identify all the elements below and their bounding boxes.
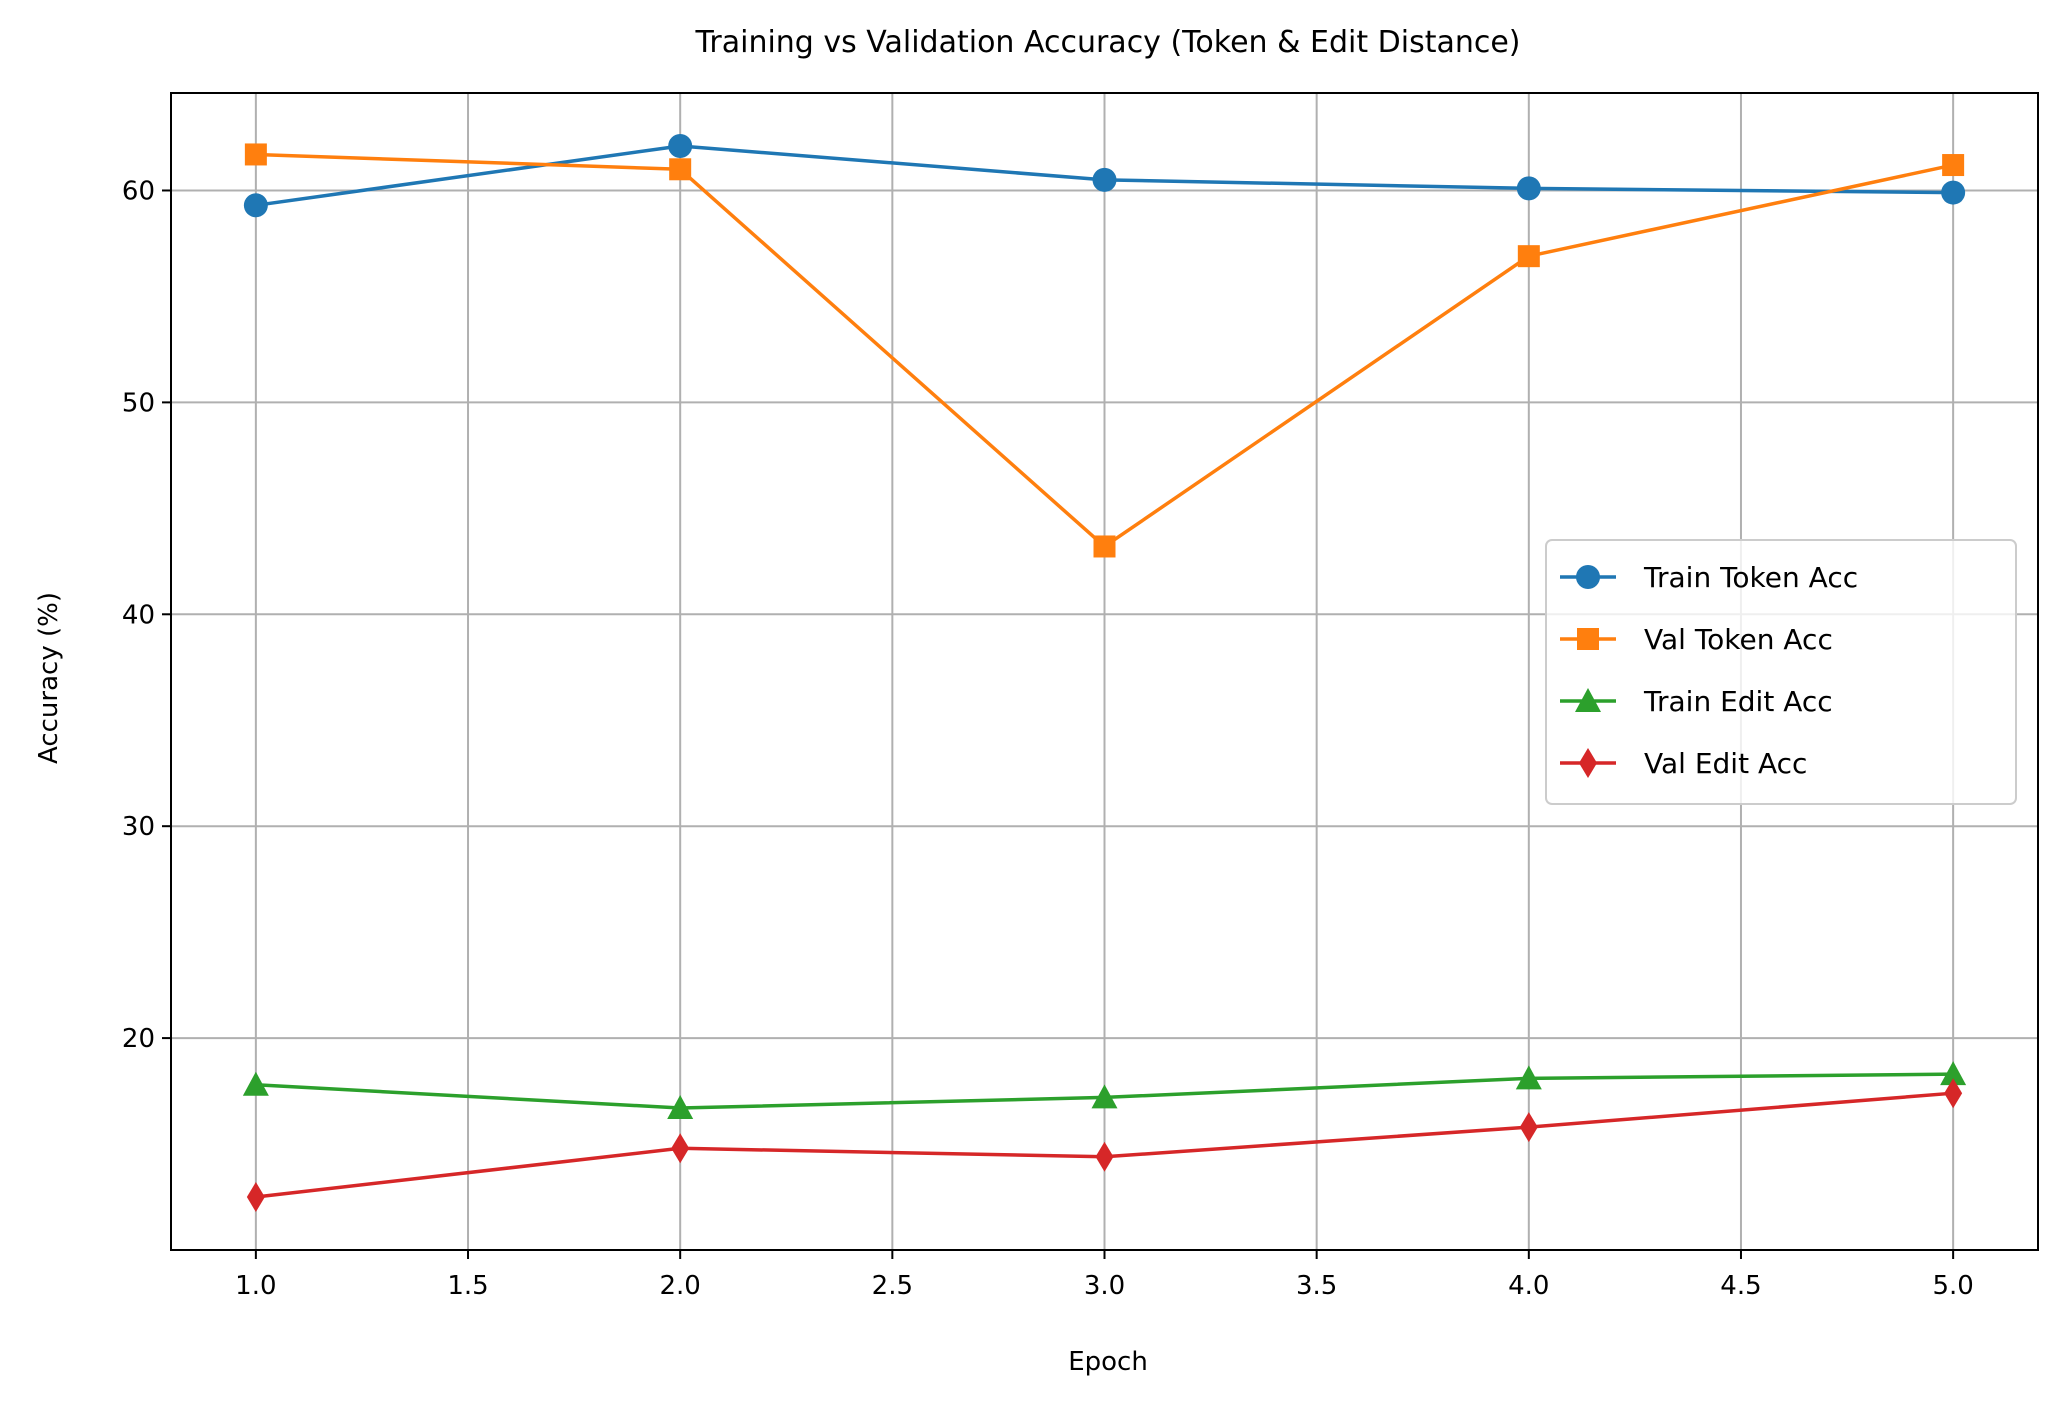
x-tick-label: 3.5 bbox=[1296, 1271, 1337, 1301]
series-train-edit-acc bbox=[242, 1061, 1967, 1120]
y-tick-label: 50 bbox=[122, 388, 155, 418]
x-tick-label: 2.5 bbox=[872, 1271, 913, 1301]
x-tick-label: 1.5 bbox=[447, 1271, 488, 1301]
x-tick-label: 2.0 bbox=[660, 1271, 701, 1301]
series-val-edit-acc bbox=[246, 1078, 1963, 1213]
data-point-val-edit-acc bbox=[1519, 1112, 1538, 1143]
data-point-val-token-acc bbox=[244, 143, 267, 166]
x-tick-label: 4.0 bbox=[1508, 1271, 1549, 1301]
x-tick-label: 4.5 bbox=[1720, 1271, 1761, 1301]
y-tick-label: 40 bbox=[122, 600, 155, 630]
legend-label: Train Edit Acc bbox=[1643, 685, 1833, 718]
data-point-val-edit-acc bbox=[246, 1182, 265, 1213]
chart-title: Training vs Validation Accuracy (Token &… bbox=[694, 25, 1520, 60]
data-point-train-token-acc bbox=[1516, 176, 1541, 201]
series-val-token-acc bbox=[244, 143, 1965, 558]
x-axis-label: Epoch bbox=[1068, 1347, 1148, 1377]
legend-marker bbox=[1575, 688, 1601, 712]
series-train-token-acc bbox=[243, 133, 1966, 218]
data-point-val-token-acc bbox=[669, 158, 692, 181]
y-tick-label: 30 bbox=[122, 812, 155, 842]
data-point-val-token-acc bbox=[1942, 154, 1965, 177]
y-axis-label: Accuracy (%) bbox=[34, 592, 64, 764]
legend-label: Val Edit Acc bbox=[1644, 747, 1807, 780]
data-point-train-token-acc bbox=[1092, 167, 1117, 192]
legend-item-train-edit-acc: Train Edit Acc bbox=[1560, 685, 1833, 718]
legend-label: Val Token Acc bbox=[1644, 623, 1833, 656]
data-point-val-token-acc bbox=[1093, 535, 1116, 558]
data-point-val-edit-acc bbox=[1944, 1078, 1963, 1109]
x-tick-label: 5.0 bbox=[1932, 1271, 1973, 1301]
x-tick-label: 1.0 bbox=[235, 1271, 276, 1301]
data-point-val-edit-acc bbox=[671, 1133, 690, 1164]
data-point-train-token-acc bbox=[243, 193, 268, 218]
data-point-train-token-acc bbox=[1941, 180, 1966, 205]
x-tick-label: 3.0 bbox=[1084, 1271, 1125, 1301]
data-point-val-edit-acc bbox=[1095, 1141, 1114, 1172]
data-point-train-edit-acc bbox=[1940, 1061, 1967, 1086]
legend: Train Token Acc Val Token Acc Train Edit A… bbox=[1545, 539, 2017, 805]
data-point-train-token-acc bbox=[668, 133, 693, 158]
legend-marker bbox=[1576, 565, 1600, 589]
data-point-train-edit-acc bbox=[242, 1071, 269, 1096]
series-layer bbox=[242, 133, 1967, 1213]
y-tick-label: 20 bbox=[122, 1024, 155, 1054]
legend-item-val-token-acc: Val Token Acc bbox=[1560, 623, 1833, 656]
data-point-train-edit-acc bbox=[1515, 1065, 1542, 1090]
y-tick-label: 60 bbox=[122, 176, 155, 206]
legend-marker bbox=[1577, 628, 1599, 650]
data-point-val-token-acc bbox=[1517, 245, 1540, 268]
legend-box bbox=[1545, 539, 2017, 805]
legend-item-train-token-acc: Train Token Acc bbox=[1560, 561, 1858, 594]
data-point-train-edit-acc bbox=[667, 1095, 694, 1120]
data-point-train-edit-acc bbox=[1091, 1084, 1118, 1109]
legend-label: Train Token Acc bbox=[1643, 561, 1858, 594]
legend-marker bbox=[1579, 748, 1597, 778]
legend-item-val-edit-acc: Val Edit Acc bbox=[1560, 747, 1807, 780]
axis-ticks: 1.0 1.5 2.0 2.5 3.0 3.5 4.0 4.5 5.0 20 30 40 50 60 bbox=[122, 176, 1974, 1301]
